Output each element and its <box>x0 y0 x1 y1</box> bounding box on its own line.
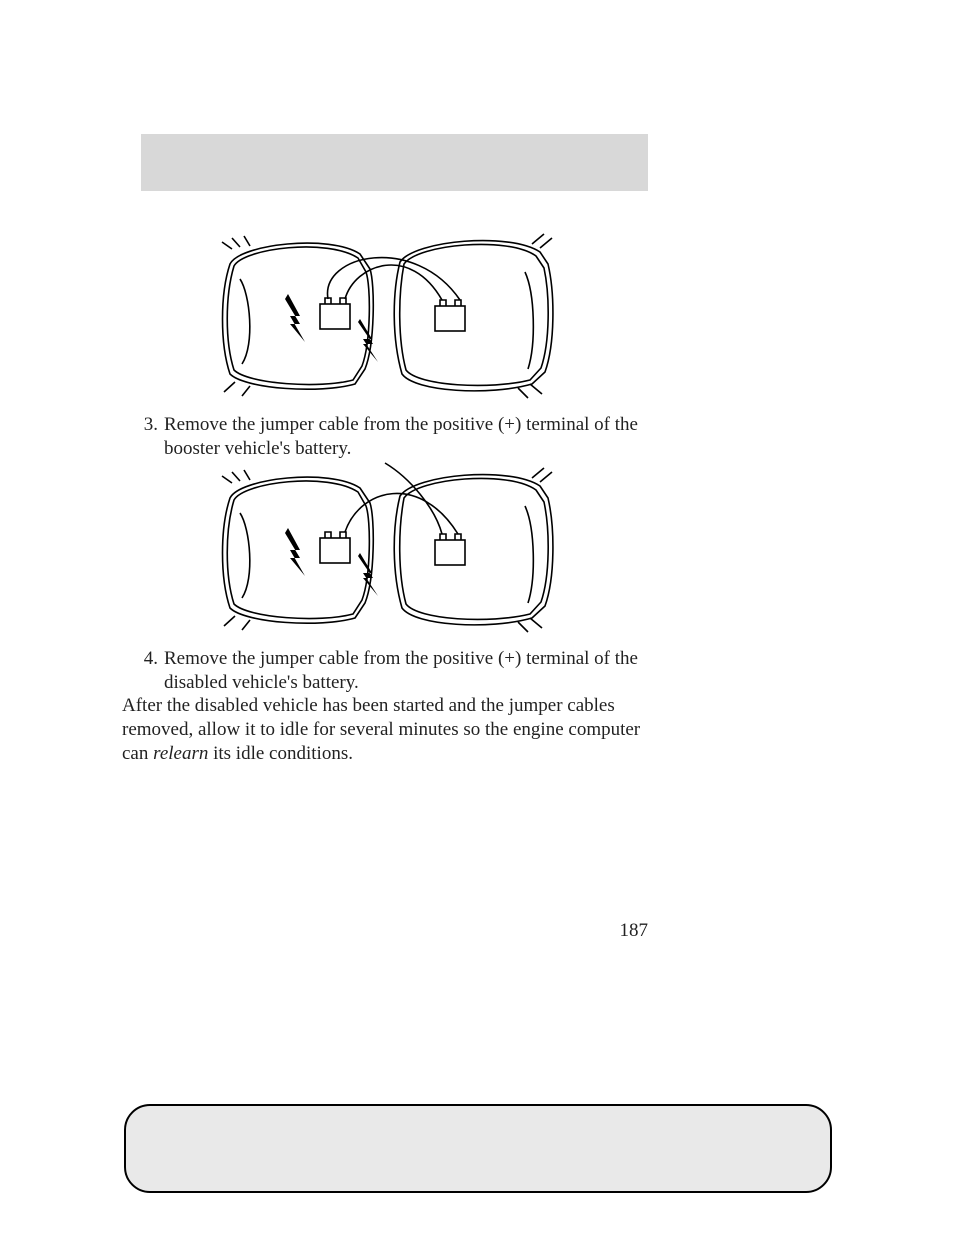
footer-box <box>124 1104 832 1193</box>
jumper-diagram-step4 <box>210 458 560 633</box>
page: 3.Remove the jumper cable from the posit… <box>0 0 954 1235</box>
jumper-diagram-step3 <box>210 224 560 399</box>
closing-italic: relearn <box>153 743 208 764</box>
closing-paragraph: After the disabled vehicle has been star… <box>122 694 662 765</box>
step-3-number: 3. <box>136 413 158 437</box>
page-number: 187 <box>620 920 649 942</box>
step-4-number: 4. <box>136 647 158 671</box>
step-4: 4.Remove the jumper cable from the posit… <box>136 647 656 695</box>
closing-suffix: its idle conditions. <box>208 743 353 764</box>
header-bar <box>141 134 648 191</box>
step-3-text: Remove the jumper cable from the positiv… <box>164 413 644 461</box>
step-4-text: Remove the jumper cable from the positiv… <box>164 647 644 695</box>
step-3: 3.Remove the jumper cable from the posit… <box>136 413 656 461</box>
